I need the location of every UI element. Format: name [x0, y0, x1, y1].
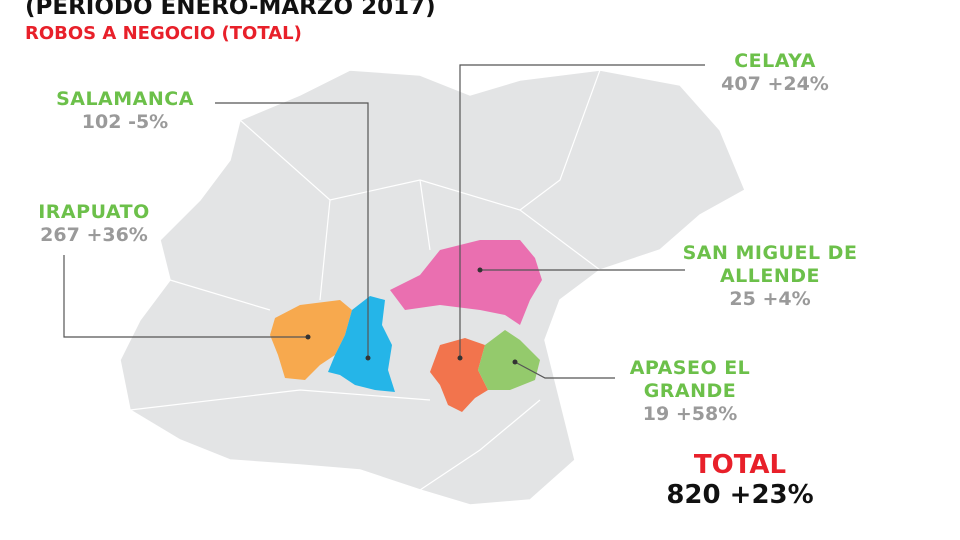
municipality-name: SALAMANCA	[56, 88, 194, 110]
total-stat: 820 +23%	[640, 480, 840, 510]
municipality-stat: 19 +58%	[615, 403, 765, 426]
municipal-borders	[129, 69, 601, 491]
change: -5%	[128, 111, 169, 133]
municipality-stat: 102 -5%	[40, 111, 210, 134]
leader-dots	[305, 267, 518, 365]
change: +4%	[762, 288, 811, 310]
municipality-name: APASEO EL GRANDE	[629, 357, 751, 402]
municipality-stat: 407 +24%	[700, 73, 850, 96]
total-count: 820	[666, 480, 721, 510]
subtitle: ROBOS A NEGOCIO (TOTAL)	[25, 23, 302, 44]
count: 25	[729, 288, 756, 310]
municipality-stat: 267 +36%	[24, 224, 164, 247]
total-label: TOTAL	[693, 450, 787, 480]
total-change: +23%	[729, 480, 814, 510]
label-group: SALAMANCA 102 -5%	[40, 88, 210, 134]
irapuato-area	[270, 300, 352, 380]
count: 102	[81, 111, 122, 133]
change: +24%	[767, 73, 829, 95]
municipality-stat: 25 +4%	[680, 288, 860, 311]
label-group: CELAYA 407 +24%	[700, 50, 850, 96]
label-group: APASEO EL GRANDE 19 +58%	[615, 357, 765, 426]
count: 267	[40, 224, 80, 246]
celaya-area	[430, 338, 488, 412]
san-miguel-area	[390, 240, 542, 325]
title: (PERIODO ENERO-MARZO 2017)	[25, 0, 436, 20]
count: 19	[642, 403, 670, 425]
change: +36%	[86, 224, 148, 246]
salamanca-area	[328, 296, 395, 392]
label-group: SAN MIGUEL DE ALLENDE 25 +4%	[680, 242, 860, 311]
label-group: IRAPUATO 267 +36%	[24, 201, 164, 247]
apaseo-area	[478, 330, 540, 390]
change: +58%	[675, 403, 738, 425]
municipality-name: IRAPUATO	[38, 201, 150, 223]
count: 407	[721, 73, 761, 95]
leader-lines	[63, 64, 705, 379]
municipality-name: SAN MIGUEL DE ALLENDE	[682, 242, 858, 287]
total-group: TOTAL 820 +23%	[640, 450, 840, 510]
municipality-name: CELAYA	[734, 50, 816, 72]
